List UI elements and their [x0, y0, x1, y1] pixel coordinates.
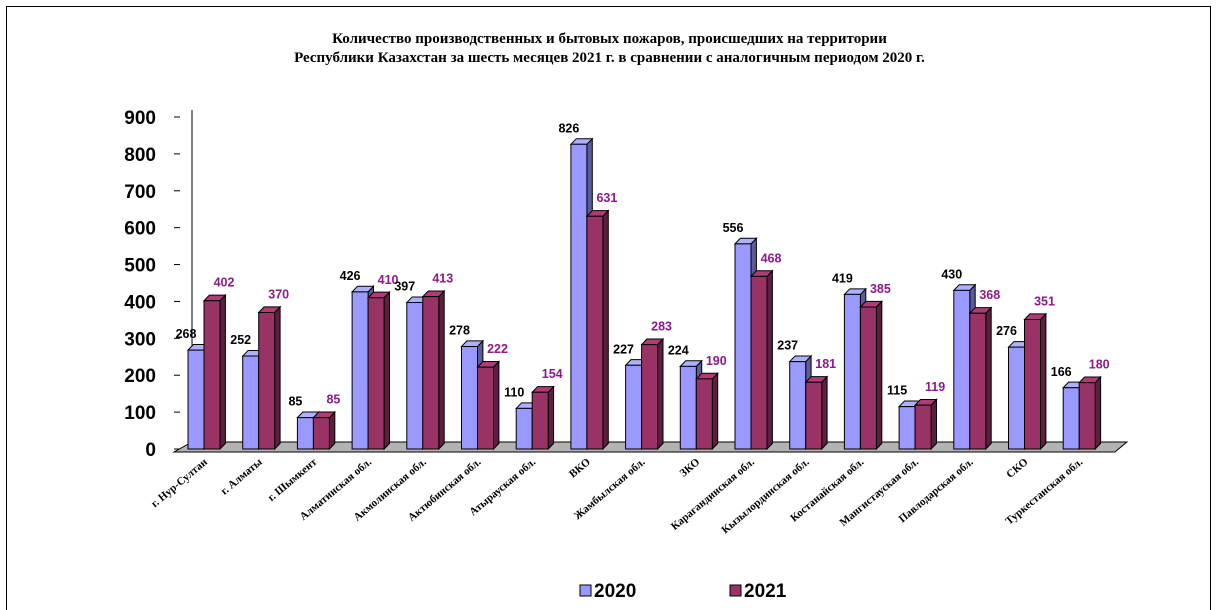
bar-2021 [859, 300, 883, 451]
data-label-2020: 227 [613, 342, 634, 356]
chart-frame [6, 6, 1211, 610]
chart-title-line2: Республики Казахстан за шесть месяцев 20… [294, 50, 925, 66]
data-label-2020: 826 [558, 121, 579, 135]
bar-2021 [913, 398, 938, 451]
y-tick-label: 500 [124, 256, 156, 277]
data-label-2020: 224 [668, 343, 689, 357]
data-label-2020: 85 [288, 395, 302, 409]
bar-2021 [1023, 312, 1048, 451]
data-label-2021: 368 [979, 288, 1000, 302]
data-label-2020: 276 [996, 324, 1017, 338]
bar-2021 [640, 337, 665, 451]
data-label-2021: 385 [870, 282, 891, 296]
bar-2021 [1078, 375, 1102, 451]
legend-swatch-2020 [579, 584, 592, 597]
y-tick-label: 400 [124, 292, 156, 313]
data-label-2021: 413 [432, 272, 453, 286]
legend-label-2021: 2021 [744, 581, 787, 602]
data-label-2020: 237 [777, 339, 798, 353]
data-label-2021: 85 [326, 393, 340, 407]
data-label-2020: 419 [832, 271, 853, 285]
y-tick-label: 700 [124, 182, 156, 203]
data-label-2021: 351 [1034, 295, 1055, 309]
bar-2021 [257, 305, 282, 451]
data-label-2020: 397 [394, 280, 415, 294]
data-label-2020: 166 [1051, 365, 1072, 379]
y-tick-label: 0 [145, 440, 156, 461]
chart-title: Количество производственных и бытовых по… [0, 30, 1219, 68]
x-tick-label: г. Шымкент [266, 456, 320, 504]
bar-2021 [531, 385, 555, 451]
y-tick-label: 200 [124, 366, 156, 387]
y-tick-label: 600 [124, 219, 156, 240]
data-label-2020: 115 [887, 384, 907, 398]
y-tick-label: 900 [124, 108, 156, 129]
legend-label-2020: 2020 [594, 581, 636, 602]
bar-2021 [366, 290, 391, 451]
y-tick-label: 100 [124, 403, 156, 424]
data-label-2021: 222 [487, 342, 508, 356]
data-label-2021: 631 [596, 191, 617, 205]
bar-2021 [421, 289, 446, 451]
y-tick-label: 800 [124, 145, 156, 166]
data-label-2020: 268 [176, 327, 197, 341]
x-tick-label: ВКО [567, 456, 593, 481]
data-label-2021: 402 [214, 276, 235, 290]
data-label-2020: 430 [941, 267, 962, 281]
x-tick-label: г. Алматы [219, 456, 265, 498]
data-label-2021: 190 [706, 354, 727, 368]
data-label-2020: 426 [340, 269, 361, 283]
data-label-2021: 283 [651, 320, 672, 334]
data-label-2020: 278 [449, 323, 470, 337]
bar-2021 [476, 360, 501, 451]
data-label-2020: 110 [504, 385, 524, 399]
x-tick-label: г. Нур-Султан [149, 456, 210, 510]
y-tick-label: 300 [124, 329, 156, 350]
bar-2021 [585, 209, 610, 451]
bar-2021 [202, 293, 227, 451]
bar-2021 [804, 375, 829, 451]
data-label-2021: 410 [378, 273, 399, 287]
data-label-2020: 556 [723, 221, 744, 235]
data-label-2021: 370 [268, 288, 289, 302]
data-label-2020: 252 [230, 333, 251, 347]
chart-title-line1: Количество производственных и бытовых по… [332, 31, 887, 47]
x-tick-label: СКО [1004, 456, 1031, 481]
data-label-2021: 468 [761, 251, 782, 265]
x-tick-label: ЗКО [678, 456, 703, 480]
bar-2021 [749, 269, 774, 451]
bar-2021 [968, 306, 993, 451]
bar-2021 [312, 410, 336, 451]
x-tick-label: Кызылординская обл. [719, 456, 811, 536]
legend-swatch-2021 [729, 584, 742, 597]
data-label-2021: 180 [1089, 358, 1110, 372]
data-label-2021: 119 [925, 380, 945, 394]
data-label-2021: 154 [542, 367, 563, 381]
bar-2021 [695, 372, 719, 451]
data-label-2021: 181 [815, 357, 836, 371]
